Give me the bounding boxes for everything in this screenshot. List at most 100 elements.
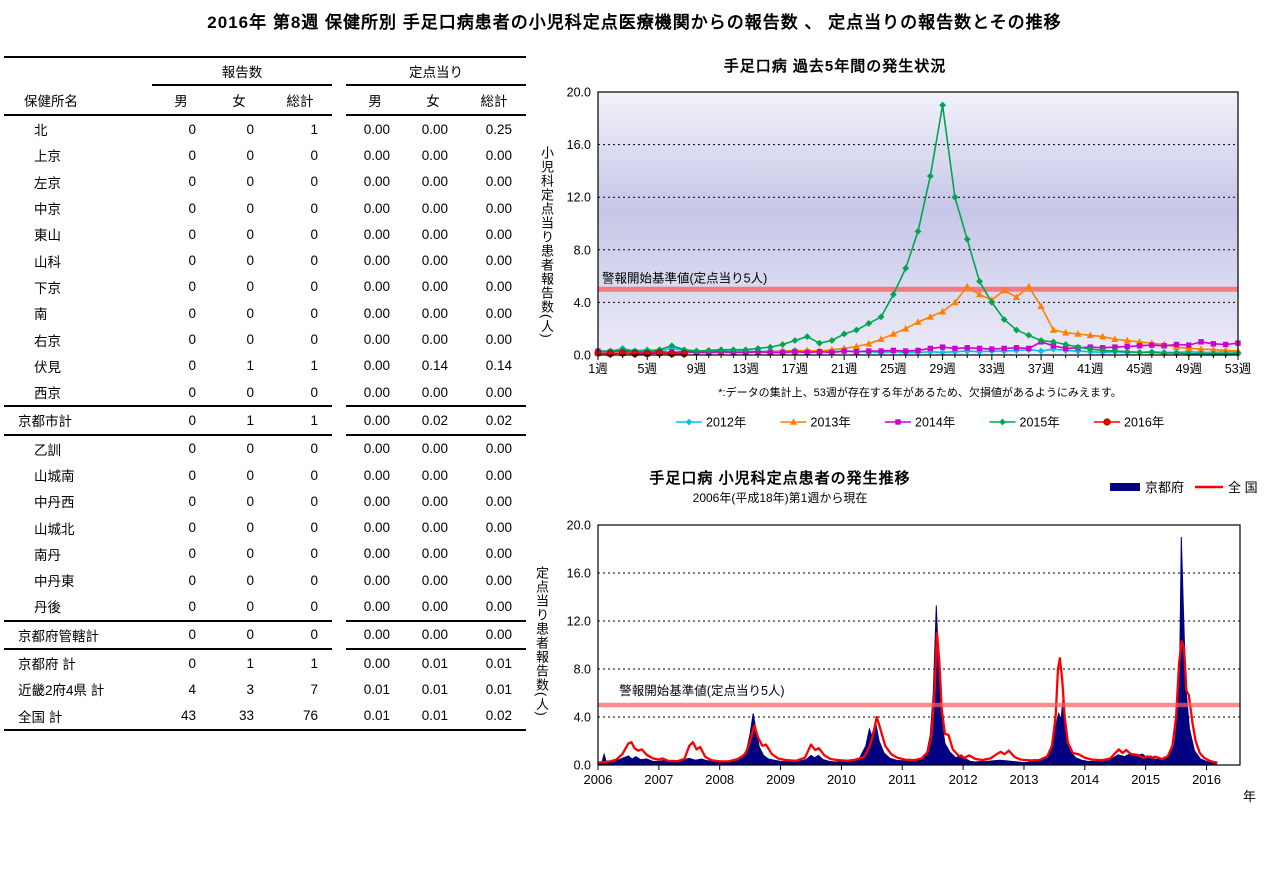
table-row: 京都府 計 0 1 1 0.00 0.01 0.01 — [4, 649, 526, 676]
column-gap — [332, 56, 346, 85]
svg-text:16.0: 16.0 — [567, 138, 591, 152]
column-gap — [332, 169, 346, 195]
x-axis-ticks: 2006 2007 2008 2009 2010 2011 2012 2013 2014 2015… — [584, 765, 1221, 787]
row-label: 下京 — [34, 280, 61, 296]
cell: 0.01 — [421, 655, 448, 671]
cell: 0 — [246, 332, 254, 348]
col-group-per-sentinel: 定点当り — [346, 56, 526, 86]
cell: 0 — [246, 305, 254, 321]
svg-text:41週: 41週 — [1077, 362, 1104, 376]
row-label: 山科 — [34, 254, 61, 270]
cell: 0.01 — [421, 681, 448, 697]
cell: 0 — [188, 279, 196, 295]
alert-threshold-label: 警報開始基準値(定点当り5人) — [602, 270, 767, 285]
svg-text:2010: 2010 — [827, 772, 856, 787]
cell: 0.00 — [404, 378, 462, 408]
cell: 0 — [246, 441, 254, 457]
cell: 0 — [310, 441, 318, 457]
cell: 1 — [246, 358, 254, 374]
svg-text:12.0: 12.0 — [567, 615, 591, 629]
column-gap — [332, 353, 346, 379]
svg-text:25週: 25週 — [880, 362, 907, 376]
col-header-male: 男 — [152, 85, 210, 116]
cell: 0 — [188, 493, 196, 509]
cell: 0.00 — [485, 305, 512, 321]
cell: 0 — [188, 655, 196, 671]
cell: 0 — [310, 226, 318, 242]
svg-text:8.0: 8.0 — [574, 663, 591, 677]
table-row: 山城南 0 0 0 0.00 0.00 0.00 — [4, 462, 526, 488]
column-gap — [332, 115, 346, 142]
cell: 0.00 — [485, 467, 512, 483]
cell: 0 — [310, 305, 318, 321]
cell: 0 — [188, 305, 196, 321]
col-header-total: 総計 — [268, 85, 332, 116]
cell: 0 — [152, 378, 210, 408]
cell: 0.00 — [346, 378, 404, 408]
cell: 0.00 — [421, 467, 448, 483]
row-label: 丹後 — [4, 593, 152, 622]
svg-text:2009: 2009 — [766, 772, 795, 787]
cell: 0 — [188, 332, 196, 348]
cell: 0 — [246, 200, 254, 216]
row-label: 左京 — [34, 175, 61, 191]
column-gap — [332, 702, 346, 731]
bottom-chart-y-axis-label: 定点当り患者報告数(人) — [534, 566, 549, 717]
cell: 1 — [310, 655, 318, 671]
cell: 0 — [152, 593, 210, 622]
table-row: 全国 計 43 33 76 0.01 0.01 0.02 — [4, 702, 526, 731]
long-term-trend-chart: 警報開始基準値(定点当り5人) 0.0 4.0 8.0 12.0 16.0 20.0 2006… — [567, 480, 1258, 787]
cell: 1 — [246, 655, 254, 671]
cell: 0 — [310, 279, 318, 295]
cell: 0 — [310, 253, 318, 269]
cell: 0.01 — [346, 702, 404, 731]
cell: 0 — [188, 358, 196, 374]
series-line-全 国 — [597, 631, 1218, 764]
top-chart-y-axis-label: 小児科定点当り患者報告数(人) — [539, 146, 554, 339]
cell: 0.01 — [485, 681, 512, 697]
column-gap — [332, 514, 346, 540]
row-label: 西京 — [4, 378, 152, 408]
svg-text:17週: 17週 — [782, 362, 809, 376]
svg-text:16.0: 16.0 — [567, 567, 591, 581]
svg-text:4.0: 4.0 — [574, 296, 591, 310]
svg-text:53週: 53週 — [1225, 362, 1252, 376]
cell: 0 — [246, 520, 254, 536]
cell: 0 — [188, 226, 196, 242]
column-gap — [332, 326, 346, 352]
cell: 1 — [310, 358, 318, 374]
legend-label-2012年: 2012年 — [706, 416, 746, 430]
cell: 0 — [310, 546, 318, 562]
cell: 3 — [246, 681, 254, 697]
alert-threshold-label: 警報開始基準値(定点当り5人) — [619, 683, 784, 698]
plot-frame — [597, 524, 1241, 766]
top-chart-footnote: *:データの集計上、53週が存在する年があるため、欠損値があるようにみえます。 — [718, 387, 1122, 399]
table-row: 中京 0 0 0 0.00 0.00 0.00 — [4, 195, 526, 221]
cell: 0.00 — [404, 593, 462, 622]
svg-text:45週: 45週 — [1126, 362, 1153, 376]
row-label: 山城南 — [34, 469, 75, 484]
svg-text:20.0: 20.0 — [567, 519, 591, 533]
column-gap — [332, 541, 346, 567]
cell: 0.00 — [363, 572, 390, 588]
col-header-total: 総計 — [462, 85, 526, 116]
svg-text:20.0: 20.0 — [567, 86, 591, 100]
cell: 0 — [246, 279, 254, 295]
table-row: 左京 0 0 0 0.00 0.00 0.00 — [4, 169, 526, 195]
cell: 0 — [210, 378, 268, 408]
column-gap — [332, 274, 346, 300]
cell: 0 — [246, 493, 254, 509]
svg-text:9週: 9週 — [687, 362, 707, 376]
cell: 0 — [268, 593, 332, 622]
svg-text:2008: 2008 — [705, 772, 734, 787]
cell: 0.00 — [346, 406, 404, 436]
col-header-female: 女 — [404, 85, 462, 116]
cell: 0.01 — [485, 655, 512, 671]
page-title: 2016年 第8週 保健所別 手足口病患者の小児科定点医療機関からの報告数 、 … — [207, 13, 1062, 32]
row-label: 全国 計 — [4, 702, 152, 731]
cell: 7 — [310, 681, 318, 697]
cell: 0 — [188, 147, 196, 163]
table-row: 上京 0 0 0 0.00 0.00 0.00 — [4, 142, 526, 168]
table-row: 北 0 0 1 0.00 0.00 0.25 — [4, 115, 526, 142]
svg-text:37週: 37週 — [1028, 362, 1055, 376]
